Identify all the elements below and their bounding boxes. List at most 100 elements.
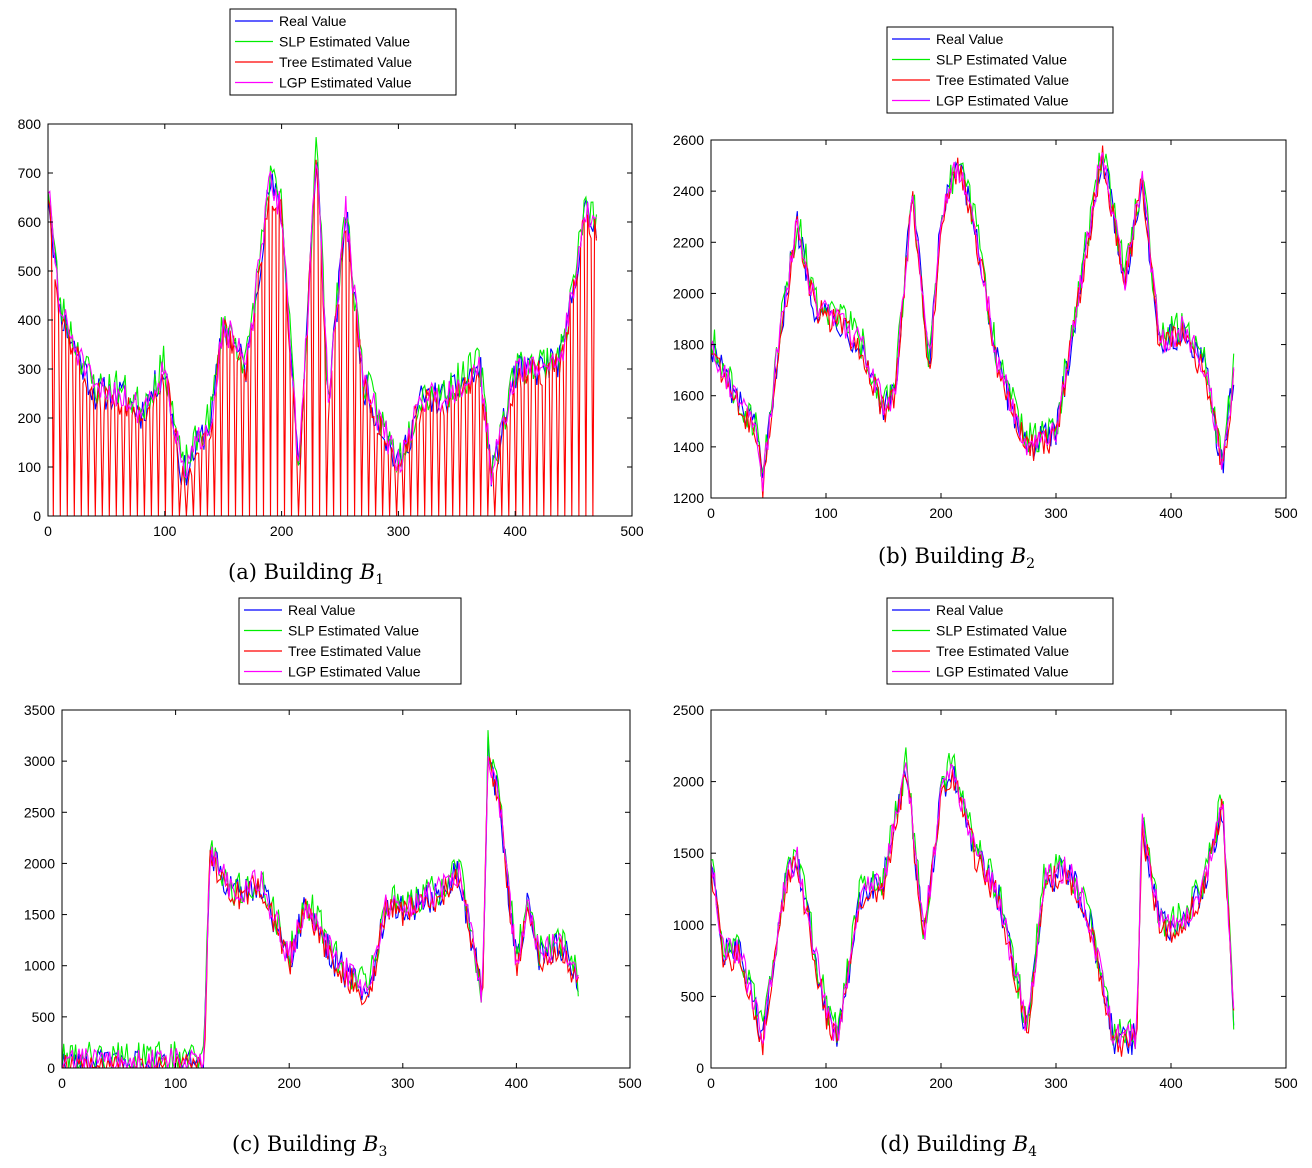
legend: Real Value SLP Estimated Value Tree Estima…: [238, 597, 462, 685]
series-real-value: [48, 161, 597, 487]
axes-frame: [61, 709, 631, 1069]
series-real-value: [711, 155, 1235, 479]
legend-label: LGP Estimated Value: [288, 664, 421, 680]
legend-box: [238, 597, 462, 685]
series-lgp-estimated-value: [62, 756, 579, 1068]
legend-label: SLP Estimated Value: [288, 623, 419, 639]
y-tick-label: 700: [18, 165, 42, 181]
legend-label: Tree Estimated Value: [288, 643, 421, 659]
x-tick-label: 300: [1044, 505, 1068, 521]
legend-label: Tree Estimated Value: [936, 72, 1069, 88]
legend: Real Value SLP Estimated Value Tree Estima…: [886, 597, 1114, 685]
legend-label: LGP Estimated Value: [936, 664, 1069, 680]
series-tree-estimated-value: [711, 769, 1235, 1057]
chart-c: 0 100 200 300 400 500 0 500 1000 1500 2000 2500 3000…: [24, 597, 642, 1091]
series-slp-estimated-value: [711, 152, 1235, 477]
y-tick-label: 2500: [24, 804, 55, 820]
legend-box: [886, 597, 1114, 685]
caption-d-var: B: [1012, 1132, 1029, 1156]
series-real-value: [62, 736, 579, 1068]
y-tick-label: 1500: [24, 907, 55, 923]
x-tick-label: 300: [387, 523, 411, 539]
y-tick-label: 0: [47, 1060, 55, 1076]
series-tree-estimated-value: [711, 145, 1235, 498]
y-tick-label: 0: [33, 508, 41, 524]
y-tick-label: 500: [681, 988, 705, 1004]
y-tick-label: 500: [18, 263, 42, 279]
y-tick-label: 600: [18, 214, 42, 230]
x-tick-label: 200: [270, 523, 294, 539]
y-tick-label: 2400: [673, 183, 704, 199]
caption-a-var: B: [359, 560, 376, 584]
plot-area-0: [48, 137, 597, 516]
caption-d: (d) Building B4: [880, 1132, 1037, 1160]
legend-label: Real Value: [288, 602, 356, 618]
legend-box: [886, 26, 1114, 114]
y-tick-label: 200: [18, 410, 42, 426]
x-tick-label: 200: [278, 1075, 302, 1091]
x-tick-label: 0: [707, 1075, 715, 1091]
x-tick-label: 0: [44, 523, 52, 539]
y-tick-label: 2500: [673, 702, 704, 718]
y-tick-label: 3000: [24, 753, 55, 769]
legend-label: Real Value: [279, 13, 347, 29]
x-tick-label: 400: [505, 1075, 529, 1091]
x-tick-label: 500: [620, 523, 644, 539]
caption-c-var: B: [363, 1132, 379, 1156]
y-tick-label: 1800: [673, 337, 704, 353]
panel-b: 0 100 200 300 400 500 1200 1400 1600 1800 2000 2200…: [656, 0, 1312, 590]
legend-label: Tree Estimated Value: [936, 643, 1069, 659]
legend-label: SLP Estimated Value: [279, 34, 410, 50]
panel-a: 0 100 200 300 400 500 0 100 200 300 400 500 600 700 80…: [0, 0, 656, 590]
y-tick-label: 100: [18, 459, 42, 475]
x-tick-label: 400: [1159, 1075, 1183, 1091]
y-tick-label: 1200: [673, 490, 704, 506]
x-tick-label: 500: [1274, 1075, 1298, 1091]
legend-box: [229, 8, 457, 96]
x-tick-label: 200: [929, 1075, 953, 1091]
caption-b: (b) Building B2: [878, 544, 1035, 572]
series-lgp-estimated-value: [711, 762, 1235, 1050]
y-tick-label: 1000: [24, 958, 55, 974]
caption-c-sub: 3: [378, 1144, 388, 1161]
caption-a: (a) Building B1: [228, 560, 384, 588]
legend-label: Tree Estimated Value: [279, 54, 412, 70]
caption-c-prefix: (c) Building: [232, 1132, 364, 1156]
y-tick-label: 400: [18, 312, 42, 328]
y-tick-label: 2000: [673, 774, 704, 790]
legend-label: LGP Estimated Value: [936, 93, 1069, 109]
legend-label: SLP Estimated Value: [936, 623, 1067, 639]
caption-d-prefix: (d) Building: [880, 1132, 1013, 1156]
caption-d-sub: 4: [1028, 1144, 1038, 1161]
x-tick-label: 400: [504, 523, 528, 539]
plot-area-3: [711, 747, 1235, 1057]
x-tick-label: 100: [814, 1075, 838, 1091]
plot-area-1: [711, 145, 1235, 498]
panel-c: 0 100 200 300 400 500 0 500 1000 1500 2000 2500 3000…: [0, 590, 656, 1168]
chart-d: 0 100 200 300 400 500 0 500 1000 1500 2000 2500 Real…: [673, 597, 1298, 1091]
x-tick-label: 500: [1274, 505, 1298, 521]
x-tick-label: 300: [1044, 1075, 1068, 1091]
x-tick-label: 0: [58, 1075, 66, 1091]
y-tick-label: 500: [32, 1009, 56, 1025]
chart-b: 0 100 200 300 400 500 1200 1400 1600 1800 2000 2200…: [673, 26, 1298, 521]
y-tick-label: 3500: [24, 702, 55, 718]
y-tick-label: 0: [696, 1060, 704, 1076]
caption-a-sub: 1: [375, 572, 385, 589]
series-real-value: [711, 765, 1235, 1055]
legend-label: Real Value: [936, 31, 1004, 47]
legend: Real Value SLP Estimated Value Tree Estima…: [886, 26, 1114, 114]
legend-label: Real Value: [936, 602, 1004, 618]
y-tick-label: 1000: [673, 917, 704, 933]
y-tick-label: 1500: [673, 845, 704, 861]
axes-frame: [710, 709, 1287, 1069]
y-tick-label: 800: [18, 116, 42, 132]
y-tick-label: 300: [18, 361, 42, 377]
x-tick-label: 100: [164, 1075, 188, 1091]
series-lgp-estimated-value: [711, 152, 1235, 492]
y-tick-label: 2000: [673, 285, 704, 301]
y-tick-label: 2600: [673, 132, 704, 148]
x-tick-label: 300: [391, 1075, 415, 1091]
legend: Real Value SLP Estimated Value Tree Estima…: [229, 8, 457, 96]
plot-area-2: [62, 730, 579, 1068]
